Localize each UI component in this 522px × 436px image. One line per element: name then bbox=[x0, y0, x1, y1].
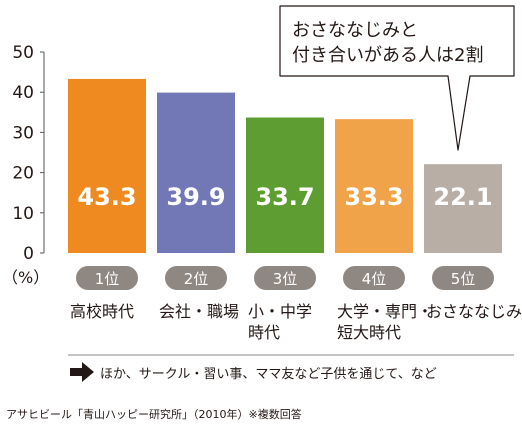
bars: 43.3 39.9 33.7 33.3 22.1 bbox=[68, 78, 502, 254]
bar bbox=[246, 117, 324, 253]
bar-value-label: 39.9 bbox=[166, 183, 225, 211]
category-label: おさななじみ bbox=[426, 302, 522, 321]
callout: おさななじみと 付き合いがある人は2割 bbox=[279, 5, 515, 151]
rank-badge bbox=[254, 266, 316, 290]
category-label: 会社・職場 bbox=[159, 302, 239, 321]
callout-line-2: 付き合いがある人は2割 bbox=[292, 45, 483, 66]
category-label: 高校時代 bbox=[70, 302, 134, 321]
y-tick-label: 0 bbox=[23, 244, 34, 264]
bar-value-label: 33.3 bbox=[344, 183, 403, 211]
rank-badges: 1位 2位 3位 4位 5位 bbox=[76, 266, 494, 290]
category-label: 短大時代 bbox=[337, 323, 401, 342]
rank-label: 2位 bbox=[184, 270, 209, 288]
y-tick-label: 10 bbox=[12, 204, 34, 224]
category-label: 大学・専門・ bbox=[337, 302, 433, 321]
category-label: 時代 bbox=[248, 323, 280, 342]
y-unit-label: （%） bbox=[2, 268, 49, 287]
bar-value-label: 33.7 bbox=[255, 183, 314, 211]
y-tick-label: 20 bbox=[12, 164, 34, 184]
callout-line-1: おさななじみと bbox=[292, 20, 418, 41]
category-label: 小・中学 bbox=[248, 302, 312, 321]
rank-label: 3位 bbox=[273, 270, 298, 288]
rank-badge bbox=[432, 266, 494, 290]
source-note: アサヒビール「青山ハッピー研究所」（2010年）※複数回答 bbox=[6, 407, 302, 421]
y-tick-label: 30 bbox=[12, 123, 34, 143]
bar-value-label: 22.1 bbox=[433, 183, 492, 211]
bar bbox=[68, 78, 146, 254]
bar bbox=[335, 119, 413, 253]
rank-badge bbox=[165, 266, 227, 290]
bar-value-label: 43.3 bbox=[77, 183, 136, 211]
bar bbox=[157, 92, 235, 254]
callout-box bbox=[279, 5, 515, 151]
rank-label: 5位 bbox=[451, 270, 476, 288]
y-tick-label: 40 bbox=[12, 83, 34, 103]
bar bbox=[424, 164, 502, 253]
rank-badge bbox=[76, 266, 138, 290]
arrow-right-icon bbox=[70, 362, 94, 382]
y-axis: 0 10 20 30 40 50 （%） bbox=[2, 43, 49, 287]
y-tick-label: 50 bbox=[12, 43, 34, 63]
footnote-text: ほか、サークル・習い事、ママ友など子供を通じて、など bbox=[100, 366, 437, 382]
footnote-row: ほか、サークル・習い事、ママ友など子供を通じて、など bbox=[70, 362, 437, 382]
rank-label: 1位 bbox=[95, 270, 120, 288]
rank-label: 4位 bbox=[362, 270, 387, 288]
rank-badge bbox=[343, 266, 405, 290]
